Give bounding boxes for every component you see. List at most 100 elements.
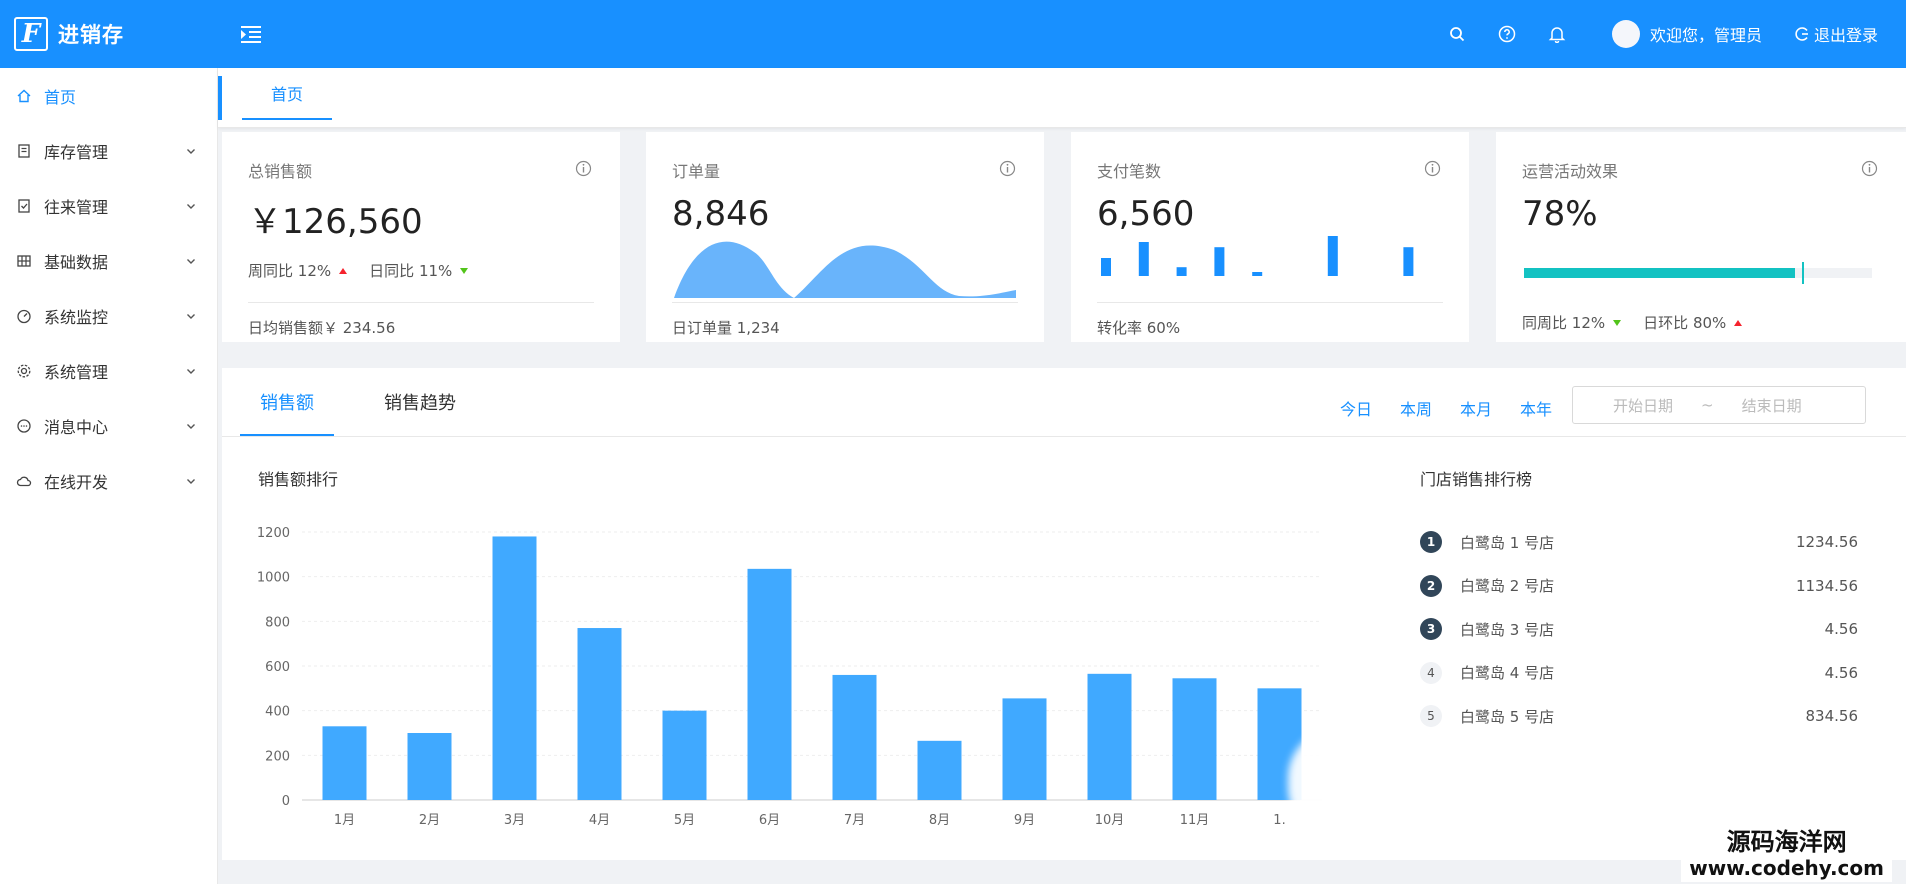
app-logo[interactable]: F 进销存 xyxy=(0,0,218,68)
tab-sales[interactable]: 销售额 xyxy=(240,390,334,436)
rank-store-value: 1234.56 xyxy=(1795,533,1858,551)
sidebar-item[interactable]: 在线开发 xyxy=(0,453,217,508)
mini-bar xyxy=(1138,242,1149,276)
y-tick-label: 600 xyxy=(265,660,290,675)
date-end-input[interactable]: 结束日期 xyxy=(1741,396,1802,415)
page-tabs-bar: 首页 xyxy=(218,68,1906,128)
sidebar-item[interactable]: 往来管理 xyxy=(0,178,217,233)
dod-label: 日环比 xyxy=(1643,314,1689,332)
x-tick-label: 3月 xyxy=(504,813,525,828)
wow-value: 12% xyxy=(1571,313,1606,332)
blur-overlay xyxy=(1288,728,1388,838)
search-icon[interactable] xyxy=(1446,23,1468,45)
audit-icon xyxy=(18,198,30,213)
chevron-down-icon[interactable] xyxy=(185,200,197,212)
range-year[interactable]: 本年 xyxy=(1520,400,1553,419)
x-tick-label: 2月 xyxy=(419,813,440,828)
sales-trend: 周同比 12% 日同比 11% xyxy=(248,260,490,281)
tab-bar-accent xyxy=(218,76,222,120)
info-icon[interactable] xyxy=(999,160,1016,177)
y-tick-label: 0 xyxy=(282,794,290,809)
card-value: 78% xyxy=(1522,194,1598,234)
chart-title: 销售额排行 xyxy=(258,470,339,489)
ops-trend: 同周比 12% 日环比 80% xyxy=(1522,312,1764,333)
orders-area-chart xyxy=(674,241,1016,298)
question-icon[interactable] xyxy=(1496,23,1518,45)
card-title: 总销售额 xyxy=(248,162,313,181)
dashboard-icon xyxy=(17,309,31,323)
x-tick-label: 8月 xyxy=(929,813,950,828)
x-tick-label: 9月 xyxy=(1014,813,1035,828)
chart-bar[interactable] xyxy=(322,726,367,800)
mini-bar xyxy=(1101,258,1111,276)
y-tick-label: 1200 xyxy=(257,526,290,541)
dod-value: 80% xyxy=(1692,313,1727,332)
chart-bar[interactable] xyxy=(832,674,877,800)
sidebar-item[interactable]: 消息中心 xyxy=(0,398,217,453)
sidebar-item-label: 在线开发 xyxy=(44,472,109,492)
chart-bar[interactable] xyxy=(407,733,452,800)
card-value: 6,560 xyxy=(1097,194,1195,234)
sidebar-item[interactable]: 基础数据 xyxy=(0,233,217,288)
x-tick-label: 4月 xyxy=(589,813,610,828)
avatar[interactable] xyxy=(1611,20,1640,48)
chevron-down-icon[interactable] xyxy=(185,365,197,377)
chevron-down-icon[interactable] xyxy=(185,475,197,487)
rank-number: 2 xyxy=(1420,574,1442,597)
x-tick-label: 10月 xyxy=(1095,813,1125,828)
range-today[interactable]: 今日 xyxy=(1340,400,1373,419)
chevron-down-icon[interactable] xyxy=(185,310,197,322)
rank-row: 5 白鹭岛 5 号店 834.56 xyxy=(1420,702,1858,730)
range-week[interactable]: 本周 xyxy=(1400,400,1433,419)
info-icon[interactable] xyxy=(575,160,592,177)
date-start-input[interactable]: 开始日期 xyxy=(1613,396,1674,415)
sidebar-item[interactable]: 系统监控 xyxy=(0,288,217,343)
y-tick-label: 800 xyxy=(265,615,290,630)
menu-fold-icon[interactable] xyxy=(238,21,264,47)
chart-bar[interactable] xyxy=(662,710,707,800)
chart-bar[interactable] xyxy=(747,568,792,800)
rank-row: 4 白鹭岛 4 号店 4.56 xyxy=(1420,659,1858,687)
info-icon[interactable] xyxy=(1861,160,1878,177)
info-icon[interactable] xyxy=(1424,160,1441,177)
chart-bar[interactable] xyxy=(492,536,537,800)
sidebar-item[interactable]: 首页 xyxy=(0,68,217,123)
card-footer: 日订单量 1,234 xyxy=(672,302,1018,338)
date-range-picker[interactable]: 开始日期 ~ 结束日期 xyxy=(1572,386,1866,424)
rank-number: 1 xyxy=(1420,531,1442,553)
bell-icon[interactable] xyxy=(1546,23,1568,45)
range-month[interactable]: 本月 xyxy=(1460,400,1493,419)
rank-row: 3 白鹭岛 3 号店 4.56 xyxy=(1420,615,1858,643)
chart-bar[interactable] xyxy=(1002,698,1047,800)
mini-bar xyxy=(1214,247,1225,276)
welcome-text: 欢迎您，管理员 xyxy=(1649,26,1762,45)
payments-card: 支付笔数 6,560 转化率 60% xyxy=(1071,132,1469,342)
trend-down-icon xyxy=(460,267,469,274)
sales-bar-chart: 0 200 400 600 800 1000 1200 1月 2月 3月 4月 5月 6月 7月 8月 9月 1… xyxy=(257,526,1322,828)
date-separator: ~ xyxy=(1701,396,1714,414)
watermark-title: 源码海洋网 xyxy=(1726,828,1847,856)
chevron-down-icon[interactable] xyxy=(185,420,197,432)
tab-home[interactable]: 首页 xyxy=(242,68,332,120)
chart-bar[interactable] xyxy=(1172,678,1217,800)
card-footer: 日均销售额￥ 234.56 xyxy=(248,302,594,338)
rank-store-name: 白鹭岛 5 号店 xyxy=(1460,707,1555,726)
chart-bar[interactable] xyxy=(1087,673,1132,800)
rank-title: 门店销售排行榜 xyxy=(1420,470,1533,489)
trend-up-icon xyxy=(339,267,348,274)
sidebar-item-label: 库存管理 xyxy=(44,142,109,162)
tab-sales-trend[interactable]: 销售趋势 xyxy=(384,393,456,414)
logout-button[interactable]: 退出登录 xyxy=(1794,22,1878,46)
app-title: 进销存 xyxy=(58,23,124,47)
sidebar-item[interactable]: 系统管理 xyxy=(0,343,217,398)
sidebar-item[interactable]: 库存管理 xyxy=(0,123,217,178)
sales-panel: 销售额 销售趋势 今日 本周 本月 本年 开始日期 ~ 结束日期 销售额排行 0… xyxy=(222,368,1906,860)
chart-bar[interactable] xyxy=(917,740,962,800)
chart-bar[interactable] xyxy=(577,628,622,800)
card-value: ￥126,560 xyxy=(248,202,423,242)
chevron-down-icon[interactable] xyxy=(185,145,197,157)
watermark-url: www.codehy.com xyxy=(1689,856,1884,880)
logout-label: 退出登录 xyxy=(1813,26,1878,45)
chevron-down-icon[interactable] xyxy=(185,255,197,267)
progress-target-marker xyxy=(1802,262,1805,284)
